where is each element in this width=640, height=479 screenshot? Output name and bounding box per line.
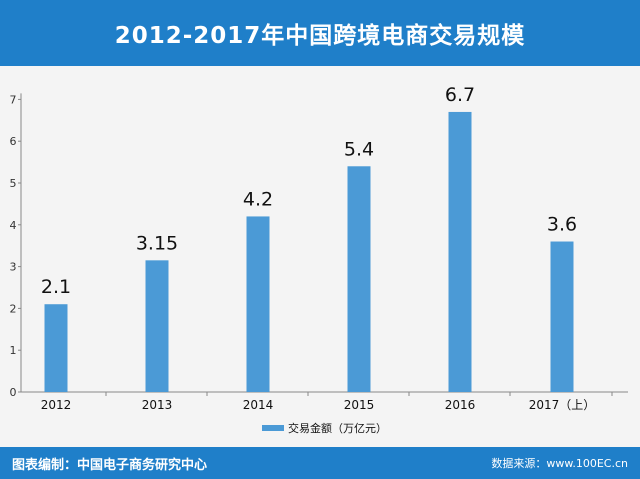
bar [246,216,270,392]
y-tick-label: 0 [10,386,17,399]
x-tick-label: 2013 [142,398,173,412]
bar-value-label: 3.6 [547,214,577,236]
bar [550,241,574,392]
bar-value-label: 4.2 [243,188,273,210]
bar [347,166,371,392]
bar-value-label: 3.15 [136,232,178,254]
bar [448,111,472,392]
chart-title: 2012-2017年中国跨境电商交易规模 [114,23,526,49]
bar-value-label: 2.1 [41,276,71,298]
bar-chart: 0 1 2 3 4 5 6 7 2.1 2012 3.15 2013 4.2 2014 5.4 2015 6.7… [10,84,628,435]
bar [44,304,68,392]
chart-compiler: 图表编制：中国电子商务研究中心 [12,457,208,473]
plot-area: 0 1 2 3 4 5 6 7 2.1 2012 3.15 2013 4.2 2014 5.4 2015 6.7… [0,66,640,447]
data-source: 数据来源：www.100EC.cn [491,457,628,470]
bar-value-label: 5.4 [344,138,374,160]
legend-swatch [262,425,284,431]
x-tick-label: 2016 [445,398,476,412]
y-tick-label: 4 [10,219,17,232]
footer-bar: 图表编制：中国电子商务研究中心 数据来源：www.100EC.cn [0,447,640,479]
x-tick-label: 2015 [344,398,375,412]
title-bar: 2012-2017年中国跨境电商交易规模 [0,0,640,66]
y-tick-label: 1 [10,344,17,357]
y-tick-label: 2 [10,302,17,315]
x-tick-label: 2012 [41,398,72,412]
x-tick-label: 2014 [243,398,274,412]
bar-value-label: 6.7 [445,84,475,106]
y-tick-label: 3 [10,261,17,274]
y-tick-label: 5 [10,177,17,190]
y-tick-label: 6 [10,135,17,148]
y-tick-label: 7 [10,93,17,106]
legend-label: 交易金额（万亿元） [288,421,387,435]
x-tick-label: 2017（上） [529,398,596,412]
bar [145,260,169,392]
